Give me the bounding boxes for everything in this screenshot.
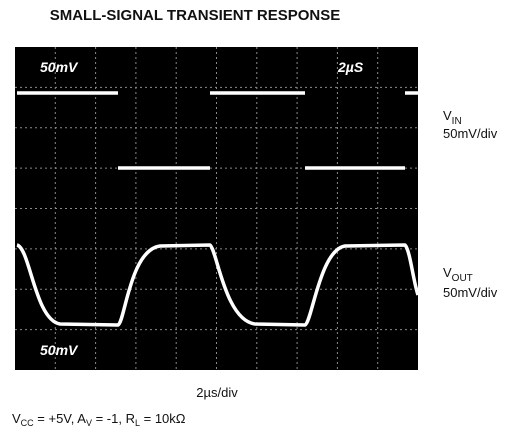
trace-scale: 50mV/div [443,285,498,300]
x-label: 2µs/div [196,385,238,400]
trace-name: VIN [443,108,462,127]
figure: SMALL-SIGNAL TRANSIENT RESPONSE 50mV 2µS… [0,0,523,436]
cond-rest: = 10kΩ [140,411,186,426]
screen-label: 2µS [337,59,364,75]
trace-scale: 50mV/div [443,126,498,141]
cond-main: R [126,411,135,426]
cond-rest: = +5V, [34,411,78,426]
cond-sub: CC [21,418,34,428]
conditions: VCC = +5V, AV = -1, RL = 10kΩ [12,411,186,428]
trace-name: VOUT [443,265,473,284]
cond-rest: = -1, [92,411,126,426]
trace-name-main: V [443,265,452,280]
cond-main: A [77,411,86,426]
trace-name-main: V [443,108,452,123]
title: SMALL-SIGNAL TRANSIENT RESPONSE [50,7,341,24]
cond-main: V [12,411,21,426]
screen-label: 50mV [40,342,79,358]
screen-label: 50mV [40,59,79,75]
trace-name-sub: OUT [452,273,473,284]
